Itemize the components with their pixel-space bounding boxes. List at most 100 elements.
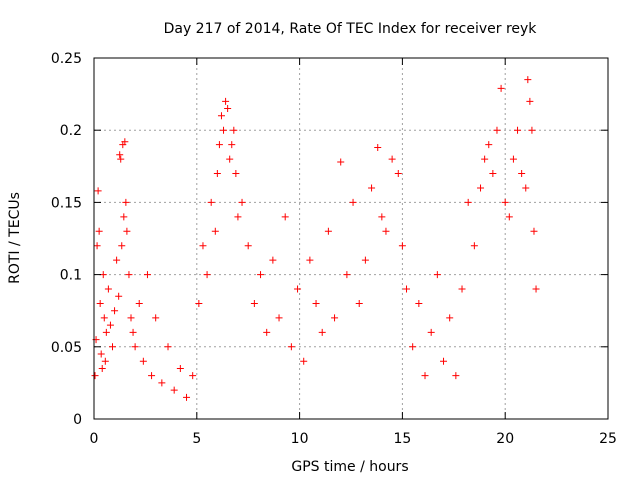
data-point: [203, 271, 211, 279]
data-point: [125, 271, 133, 279]
x-tick-label: 0: [90, 431, 99, 447]
data-point: [300, 357, 308, 365]
data-point: [497, 84, 505, 92]
data-point: [183, 393, 191, 401]
y-axis-ticks: 0 0.05 0.1 0.15 0.2 0.25: [51, 51, 608, 428]
data-point: [220, 126, 228, 134]
data-point: [378, 213, 386, 221]
data-point: [485, 141, 493, 149]
data-point: [111, 307, 119, 315]
data-point: [481, 155, 489, 163]
data-point: [97, 350, 105, 358]
data-point: [224, 105, 232, 113]
data-point: [101, 357, 109, 365]
data-point: [135, 299, 143, 307]
data-point: [123, 227, 131, 235]
data-point: [117, 155, 125, 163]
y-tick-label: 0.1: [60, 268, 82, 284]
data-point: [170, 386, 178, 394]
data-point: [337, 158, 345, 166]
data-point: [129, 328, 137, 336]
data-point: [211, 227, 219, 235]
data-point: [287, 343, 295, 351]
data-point: [269, 256, 277, 264]
data-point: [230, 126, 238, 134]
y-tick-label: 0.2: [60, 123, 82, 139]
data-point: [528, 126, 536, 134]
data-point: [217, 112, 225, 120]
data-point: [109, 343, 117, 351]
data-point: [324, 227, 332, 235]
data-point: [122, 198, 130, 206]
data-point: [164, 343, 172, 351]
x-tick-label: 15: [393, 431, 411, 447]
data-point: [281, 213, 289, 221]
data-point: [427, 328, 435, 336]
data-point: [349, 198, 357, 206]
y-tick-label: 0.05: [51, 340, 82, 356]
data-point: [501, 198, 509, 206]
data-point: [98, 364, 106, 372]
data-point: [312, 299, 320, 307]
data-point: [415, 299, 423, 307]
data-point: [275, 314, 283, 322]
y-tick-label: 0.25: [51, 51, 82, 67]
data-point: [102, 328, 110, 336]
x-tick-label: 25: [599, 431, 617, 447]
data-point: [403, 285, 411, 293]
data-point: [152, 314, 160, 322]
data-point: [121, 138, 129, 146]
data-point: [127, 314, 135, 322]
grid-layer: [94, 58, 608, 419]
data-point: [120, 213, 128, 221]
x-tick-label: 20: [496, 431, 514, 447]
data-point: [95, 227, 103, 235]
data-point: [509, 155, 517, 163]
data-point: [238, 198, 246, 206]
data-point: [148, 372, 156, 380]
data-point: [524, 76, 532, 84]
data-point: [228, 141, 236, 149]
data-point: [232, 170, 240, 178]
x-tick-label: 5: [192, 431, 201, 447]
data-point: [440, 357, 448, 365]
data-point: [493, 126, 501, 134]
data-point: [368, 184, 376, 192]
data-point: [306, 256, 314, 264]
data-point: [458, 285, 466, 293]
data-point: [522, 184, 530, 192]
data-point: [331, 314, 339, 322]
data-point: [100, 314, 108, 322]
data-point: [452, 372, 460, 380]
y-tick-label: 0.15: [51, 195, 82, 211]
data-point: [139, 357, 147, 365]
data-point: [118, 242, 126, 250]
data-point: [464, 198, 472, 206]
data-point: [116, 151, 124, 159]
data-point: [361, 256, 369, 264]
data-point: [96, 299, 104, 307]
data-point: [195, 299, 203, 307]
data-point: [207, 198, 215, 206]
data-point: [257, 271, 265, 279]
data-point: [189, 372, 197, 380]
data-point: [215, 141, 223, 149]
data-point: [106, 321, 114, 329]
data-point: [382, 227, 390, 235]
data-point: [93, 242, 101, 250]
x-axis-ticks: 0 5 10 15 20 25: [90, 58, 617, 447]
data-point: [446, 314, 454, 322]
data-point: [421, 372, 429, 380]
data-point: [131, 343, 139, 351]
data-point: [104, 285, 112, 293]
data-point: [398, 242, 406, 250]
data-point: [505, 213, 513, 221]
data-point: [213, 170, 221, 178]
data-point: [343, 271, 351, 279]
data-point: [489, 170, 497, 178]
data-point: [526, 97, 534, 105]
data-point: [470, 242, 478, 250]
data-point: [234, 213, 242, 221]
